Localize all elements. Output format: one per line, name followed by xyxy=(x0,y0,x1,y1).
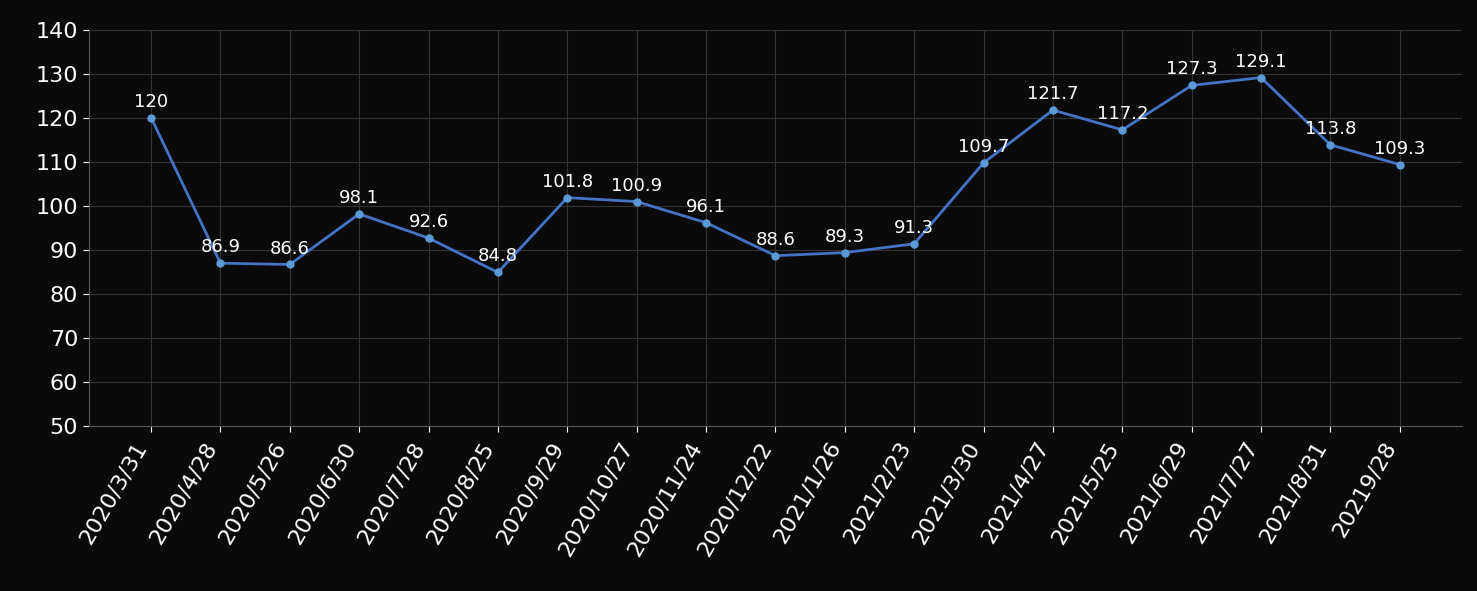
Text: 92.6: 92.6 xyxy=(409,213,449,231)
Text: 84.8: 84.8 xyxy=(479,248,518,265)
Text: 121.7: 121.7 xyxy=(1027,85,1078,103)
Text: 98.1: 98.1 xyxy=(340,189,380,207)
Text: 117.2: 117.2 xyxy=(1096,105,1148,123)
Text: 109.3: 109.3 xyxy=(1374,139,1425,158)
Text: 127.3: 127.3 xyxy=(1165,60,1217,79)
Text: 101.8: 101.8 xyxy=(542,173,592,191)
Text: 113.8: 113.8 xyxy=(1304,120,1356,138)
Text: 86.6: 86.6 xyxy=(270,239,310,258)
Text: 89.3: 89.3 xyxy=(824,228,866,246)
Text: 88.6: 88.6 xyxy=(756,230,795,249)
Text: 91.3: 91.3 xyxy=(894,219,935,237)
Text: 109.7: 109.7 xyxy=(959,138,1009,156)
Text: 96.1: 96.1 xyxy=(685,198,727,216)
Text: 100.9: 100.9 xyxy=(611,177,662,194)
Text: 120: 120 xyxy=(134,93,168,111)
Text: 86.9: 86.9 xyxy=(201,238,241,256)
Text: 129.1: 129.1 xyxy=(1235,53,1286,70)
